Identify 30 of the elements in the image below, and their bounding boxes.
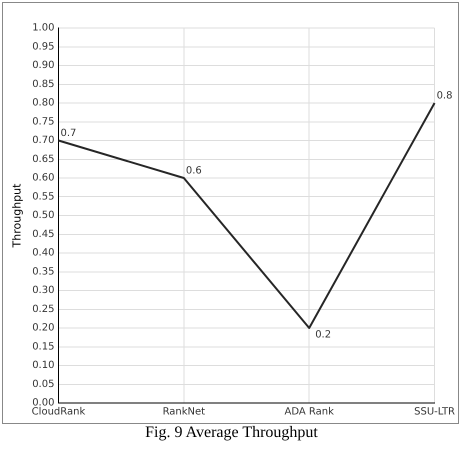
data-label: 0.2 — [315, 330, 332, 341]
text: 0.85 — [32, 78, 54, 90]
y-axis-title: Throughput — [10, 182, 24, 248]
x-tick-label: CloudRank — [32, 406, 86, 418]
text: 1.00 — [32, 22, 54, 34]
text: 0.70 — [32, 135, 54, 146]
text: 0.60 — [32, 172, 54, 184]
text: 0.90 — [32, 60, 54, 72]
text: 0.50 — [32, 210, 54, 222]
text: 0.95 — [32, 41, 54, 52]
text: 0.05 — [32, 378, 54, 390]
x-tick-label: SSU-LTR — [414, 406, 456, 418]
data-label: 0.6 — [186, 166, 202, 177]
x-tick-label: RankNet — [162, 406, 206, 418]
text: 0.35 — [32, 266, 54, 278]
text: 0.75 — [32, 116, 54, 128]
text: 0.80 — [32, 98, 54, 109]
data-label: 0.7 — [60, 128, 76, 140]
text: 0.40 — [32, 248, 54, 259]
text: 0.20 — [32, 322, 54, 334]
text: 0.15 — [32, 341, 54, 352]
data-label: 0.8 — [436, 90, 452, 102]
text: Fig. 9 Average Throughput — [144, 424, 319, 442]
text: 0.65 — [32, 154, 54, 165]
text: 0.55 — [32, 191, 54, 202]
text: 0.45 — [32, 228, 54, 240]
text: 0.25 — [32, 304, 54, 315]
x-tick-label: ADA Rank — [284, 406, 334, 418]
text: 0.30 — [32, 285, 54, 296]
text: 0.10 — [32, 360, 54, 372]
